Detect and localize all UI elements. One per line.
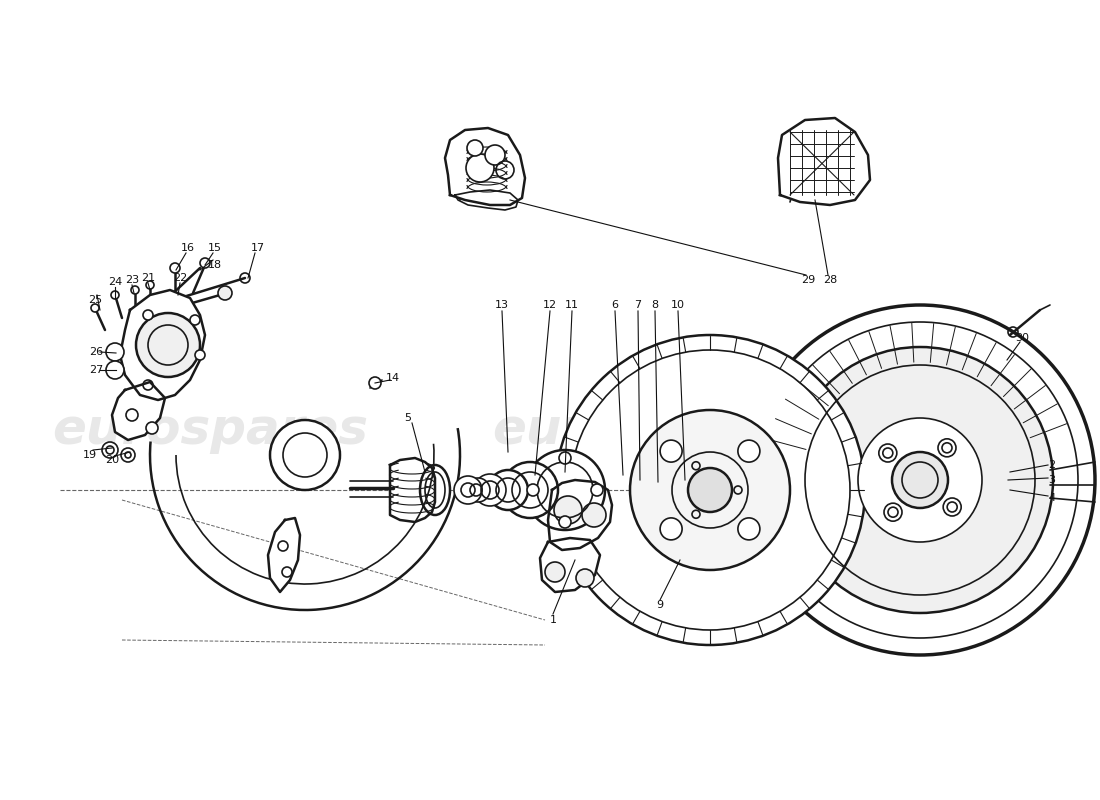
Text: 17: 17 <box>251 243 265 253</box>
Circle shape <box>200 258 210 268</box>
Circle shape <box>106 343 124 361</box>
Text: 27: 27 <box>89 365 103 375</box>
Text: 12: 12 <box>543 300 557 310</box>
Polygon shape <box>268 518 300 592</box>
Circle shape <box>879 444 896 462</box>
Circle shape <box>559 516 571 528</box>
Circle shape <box>582 503 606 527</box>
Circle shape <box>660 518 682 540</box>
Circle shape <box>502 462 558 518</box>
Text: 14: 14 <box>386 373 400 383</box>
Circle shape <box>525 450 605 530</box>
Circle shape <box>121 448 135 462</box>
Text: 7: 7 <box>635 300 641 310</box>
Circle shape <box>786 347 1053 613</box>
Circle shape <box>544 562 565 582</box>
Text: 5: 5 <box>405 413 411 423</box>
Text: 24: 24 <box>108 277 122 287</box>
Circle shape <box>466 478 490 502</box>
Circle shape <box>111 291 119 299</box>
Text: 30: 30 <box>1015 333 1028 343</box>
Text: 25: 25 <box>88 295 102 305</box>
Text: 6: 6 <box>612 300 618 310</box>
Circle shape <box>884 503 902 521</box>
Text: 1: 1 <box>550 615 557 625</box>
Text: 22: 22 <box>173 273 187 283</box>
Circle shape <box>762 322 1078 638</box>
Circle shape <box>488 470 528 510</box>
Circle shape <box>136 313 200 377</box>
Circle shape <box>131 286 139 294</box>
Text: 23: 23 <box>125 275 139 285</box>
Text: 16: 16 <box>182 243 195 253</box>
Circle shape <box>454 476 482 504</box>
Circle shape <box>591 484 603 496</box>
Circle shape <box>143 380 153 390</box>
Text: 8: 8 <box>651 300 659 310</box>
Circle shape <box>858 418 982 542</box>
Circle shape <box>468 140 483 156</box>
Text: 26: 26 <box>89 347 103 357</box>
Circle shape <box>630 410 790 570</box>
Circle shape <box>91 304 99 312</box>
Text: 28: 28 <box>823 275 837 285</box>
Ellipse shape <box>420 465 450 515</box>
Circle shape <box>943 498 961 516</box>
Circle shape <box>938 439 956 457</box>
Circle shape <box>527 484 539 496</box>
Circle shape <box>368 377 381 389</box>
Circle shape <box>106 361 124 379</box>
Polygon shape <box>540 538 600 592</box>
Circle shape <box>559 452 571 464</box>
Circle shape <box>146 422 158 434</box>
Circle shape <box>576 569 594 587</box>
Circle shape <box>102 442 118 458</box>
Circle shape <box>218 286 232 300</box>
Polygon shape <box>390 458 435 522</box>
Circle shape <box>190 315 200 325</box>
Circle shape <box>556 335 865 645</box>
Polygon shape <box>778 118 870 205</box>
Circle shape <box>485 145 505 165</box>
Text: 21: 21 <box>141 273 155 283</box>
Text: 20: 20 <box>104 455 119 465</box>
Circle shape <box>688 468 732 512</box>
Text: 13: 13 <box>495 300 509 310</box>
Text: eurospares: eurospares <box>492 406 808 454</box>
Circle shape <box>146 281 154 289</box>
Text: 19: 19 <box>82 450 97 460</box>
Text: 3: 3 <box>1048 475 1056 485</box>
Circle shape <box>466 154 494 182</box>
Text: 2: 2 <box>1048 460 1056 470</box>
Circle shape <box>892 452 948 508</box>
Text: 18: 18 <box>208 260 222 270</box>
Circle shape <box>195 350 205 360</box>
Circle shape <box>554 496 582 524</box>
Polygon shape <box>548 480 612 550</box>
Circle shape <box>745 305 1094 655</box>
Circle shape <box>270 420 340 490</box>
Text: 15: 15 <box>208 243 222 253</box>
Polygon shape <box>112 382 165 440</box>
Circle shape <box>738 518 760 540</box>
Text: eurospares: eurospares <box>52 406 368 454</box>
Text: 9: 9 <box>657 600 663 610</box>
Text: 4: 4 <box>1048 493 1056 503</box>
Circle shape <box>170 263 180 273</box>
Circle shape <box>143 310 153 320</box>
Circle shape <box>126 409 138 421</box>
Text: 10: 10 <box>671 300 685 310</box>
Circle shape <box>474 474 506 506</box>
Polygon shape <box>120 290 205 400</box>
Text: 29: 29 <box>801 275 815 285</box>
Text: 11: 11 <box>565 300 579 310</box>
Circle shape <box>738 440 760 462</box>
Circle shape <box>660 440 682 462</box>
Polygon shape <box>446 128 525 205</box>
